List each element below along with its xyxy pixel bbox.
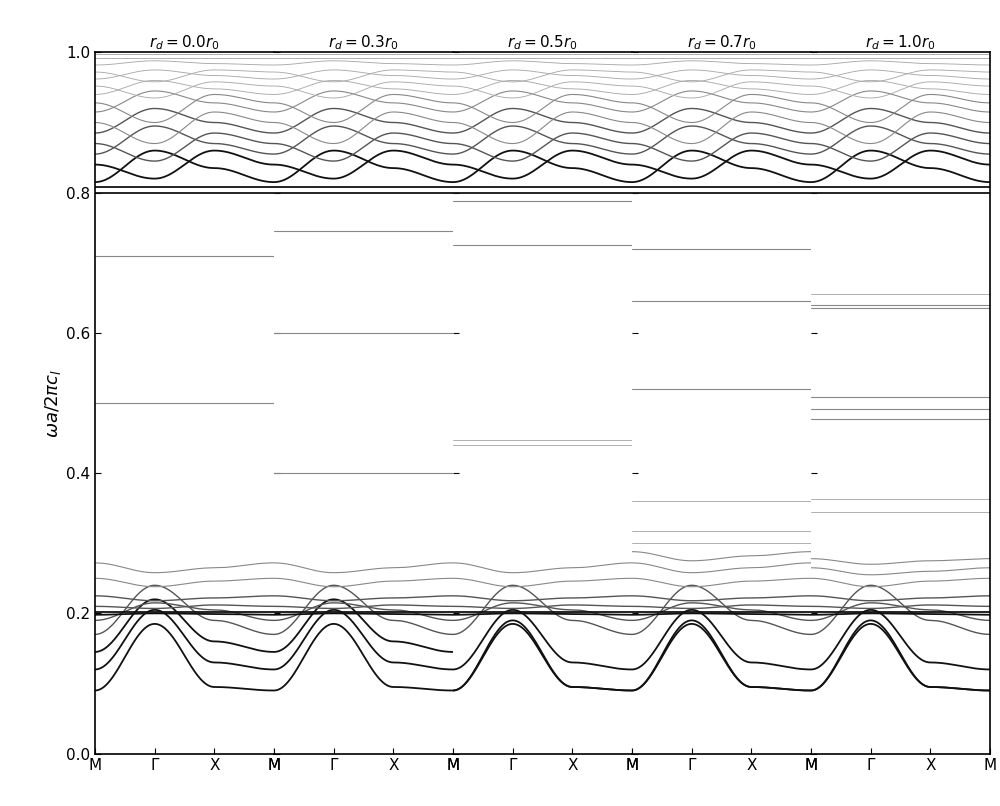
Title: $r_d=0.0r_0$: $r_d=0.0r_0$ — [149, 33, 220, 52]
Title: $r_d=0.5r_0$: $r_d=0.5r_0$ — [507, 33, 578, 52]
Title: $r_d=0.3r_0$: $r_d=0.3r_0$ — [328, 33, 399, 52]
Title: $r_d=0.7r_0$: $r_d=0.7r_0$ — [687, 33, 756, 52]
Y-axis label: $\omega a/2\pi c_l$: $\omega a/2\pi c_l$ — [43, 368, 63, 438]
Title: $r_d=1.0r_0$: $r_d=1.0r_0$ — [865, 33, 936, 52]
